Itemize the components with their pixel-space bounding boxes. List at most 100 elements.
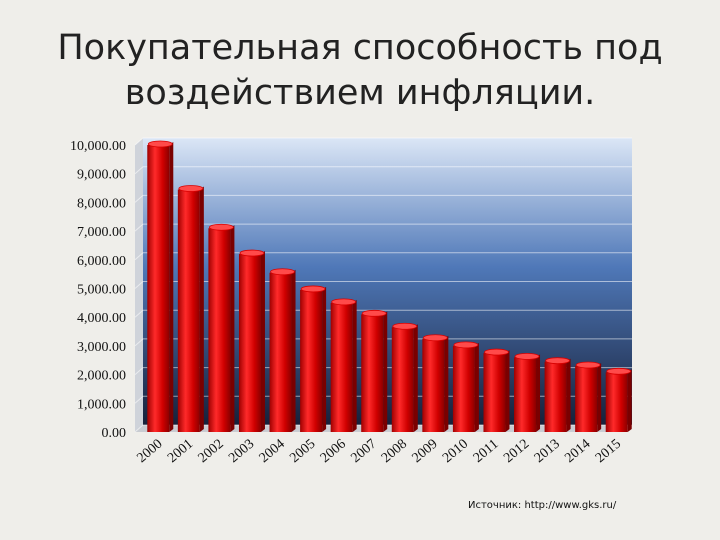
bar-front — [514, 357, 537, 432]
title-line-1: Покупательная способность под — [57, 28, 663, 68]
bar-2006 — [330, 298, 357, 432]
bar-front — [269, 272, 292, 432]
bar-side — [383, 311, 388, 432]
y-tick-label: 5,000.00 — [77, 283, 126, 298]
bar-2014 — [575, 361, 602, 432]
bar-top — [514, 352, 540, 360]
y-axis-labels: 0.00 1,000.00 2,000.00 3,000.00 4,000.00 5,00… — [70, 139, 126, 441]
bar-top — [300, 285, 326, 293]
bar-top — [270, 268, 295, 276]
bar-top — [178, 185, 204, 192]
x-tick-label: 2008 — [379, 437, 410, 466]
y-tick-label: 1,000.00 — [77, 397, 126, 412]
bar-2007 — [361, 309, 388, 432]
bar-side — [322, 286, 327, 432]
source-note: Источник: http://www.gks.ru/ — [468, 500, 617, 511]
x-tick-label: 2015 — [593, 437, 624, 466]
bar-top — [331, 298, 357, 306]
y-tick-label: 7,000.00 — [77, 225, 126, 240]
x-tick-label: 2013 — [532, 437, 563, 466]
bar-top — [147, 140, 173, 148]
bar-top — [422, 334, 448, 342]
bar-front — [544, 361, 567, 432]
x-tick-label: 2004 — [257, 437, 288, 466]
bar-front — [208, 228, 231, 432]
x-tick-label: 2001 — [165, 437, 196, 466]
x-tick-label: 2003 — [226, 437, 257, 466]
x-tick-label: 2012 — [501, 437, 532, 466]
bar-front — [147, 145, 170, 432]
bar-front — [575, 365, 598, 432]
bar-top — [392, 322, 418, 330]
x-tick-label: 2010 — [440, 437, 471, 466]
bar-2004 — [269, 268, 296, 432]
x-tick-label: 2011 — [471, 437, 502, 466]
gridline — [134, 223, 632, 232]
bar-top — [484, 348, 509, 356]
bar-side — [597, 362, 602, 432]
bar-2010 — [452, 341, 479, 432]
bar-2001 — [177, 185, 204, 432]
x-axis-labels: 2000 2001 2002 2003 2004 2005 2006 2007 2008 2009… — [134, 437, 624, 466]
bar-top — [545, 357, 570, 365]
bar-front — [391, 327, 414, 432]
gridline — [134, 166, 632, 175]
bar-front — [422, 338, 445, 432]
gridline — [134, 309, 632, 318]
bar-side — [536, 354, 541, 432]
y-tick-label: 6,000.00 — [77, 254, 126, 269]
bar-side — [230, 225, 235, 432]
bar-front — [238, 254, 261, 432]
bar-2003 — [238, 249, 265, 432]
title-line-2: воздействием инфляции. — [124, 73, 596, 113]
x-tick-label: 2000 — [134, 437, 165, 466]
x-tick-label: 2007 — [348, 437, 379, 466]
bar-front — [330, 302, 353, 432]
bar-2015 — [605, 367, 632, 432]
bar-side — [413, 324, 418, 432]
y-tick-label: 9,000.00 — [77, 168, 126, 183]
x-tick-label: 2002 — [196, 437, 227, 466]
bar-side — [444, 335, 449, 432]
bar-side — [627, 369, 632, 432]
bar-2011 — [483, 348, 510, 432]
y-tick-label: 3,000.00 — [77, 340, 126, 355]
bar-front — [483, 353, 506, 432]
bar-top — [239, 249, 265, 257]
gridline — [134, 194, 632, 203]
bars — [147, 140, 632, 432]
bar-side — [169, 142, 174, 432]
bar-top — [606, 367, 632, 375]
x-tick-label: 2005 — [287, 437, 318, 466]
bar-2005 — [300, 285, 327, 432]
x-tick-label: 2014 — [562, 437, 593, 466]
bar-front — [605, 372, 628, 432]
bar-top — [575, 361, 601, 369]
gridline — [134, 281, 632, 289]
y-tick-label: 4,000.00 — [77, 311, 126, 326]
bar-top — [209, 223, 234, 231]
bar-front — [361, 314, 384, 432]
bar-side — [199, 186, 204, 432]
x-tick-label: 2009 — [410, 437, 441, 466]
bar-front — [300, 289, 323, 432]
bar-top — [361, 309, 387, 317]
slide-title: Покупательная способность под воздействи… — [0, 26, 720, 116]
bar-2012 — [514, 352, 541, 432]
bar-2013 — [544, 357, 571, 432]
y-tick-label: 2,000.00 — [77, 369, 126, 384]
bar-side — [474, 342, 479, 432]
x-tick-label: 2006 — [318, 437, 349, 466]
y-tick-label: 10,000.00 — [70, 139, 126, 154]
gridline — [134, 338, 632, 347]
y-tick-label: 8,000.00 — [77, 196, 126, 211]
bar-2000 — [147, 140, 174, 432]
bar-side — [260, 251, 265, 432]
y-tick-label: 0.00 — [102, 426, 127, 441]
bar-side — [566, 358, 571, 432]
gridline — [134, 137, 632, 146]
bar-side — [352, 299, 357, 432]
bar-side — [505, 350, 510, 432]
gridline — [134, 252, 632, 261]
